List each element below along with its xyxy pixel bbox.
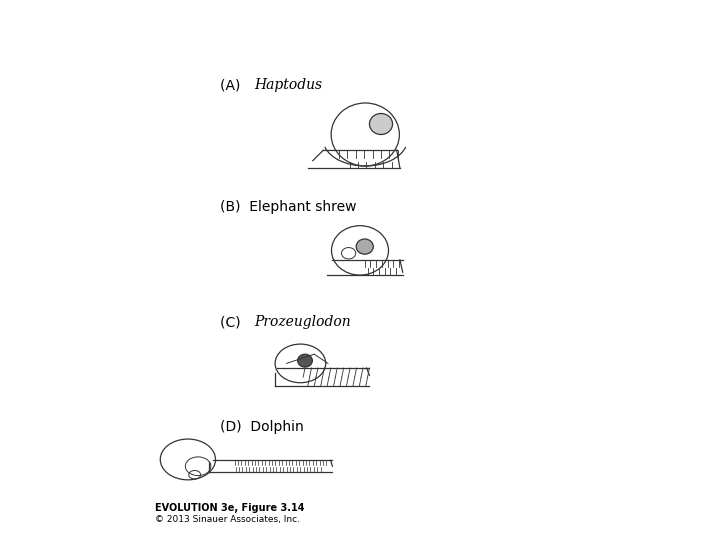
Text: (B)  Elephant shrew: (B) Elephant shrew: [220, 200, 356, 214]
Text: (A): (A): [220, 78, 248, 92]
Text: (C): (C): [220, 315, 249, 329]
Text: EVOLUTION 3e, Figure 3.14: EVOLUTION 3e, Figure 3.14: [155, 503, 305, 513]
Text: Haptodus: Haptodus: [254, 78, 323, 92]
Text: © 2013 Sinauer Associates, Inc.: © 2013 Sinauer Associates, Inc.: [155, 515, 300, 524]
Text: individualization: individualization: [9, 43, 130, 58]
Text: Prozeuglodon: Prozeuglodon: [254, 315, 351, 329]
Text: (D)  Dolphin: (D) Dolphin: [220, 420, 303, 434]
Ellipse shape: [297, 354, 312, 367]
Ellipse shape: [356, 239, 373, 254]
Text: Figure 3.14  The teeth of mammals provide an example of the acquisition and loss: Figure 3.14 The teeth of mammals provide…: [9, 12, 633, 28]
Ellipse shape: [369, 113, 392, 134]
